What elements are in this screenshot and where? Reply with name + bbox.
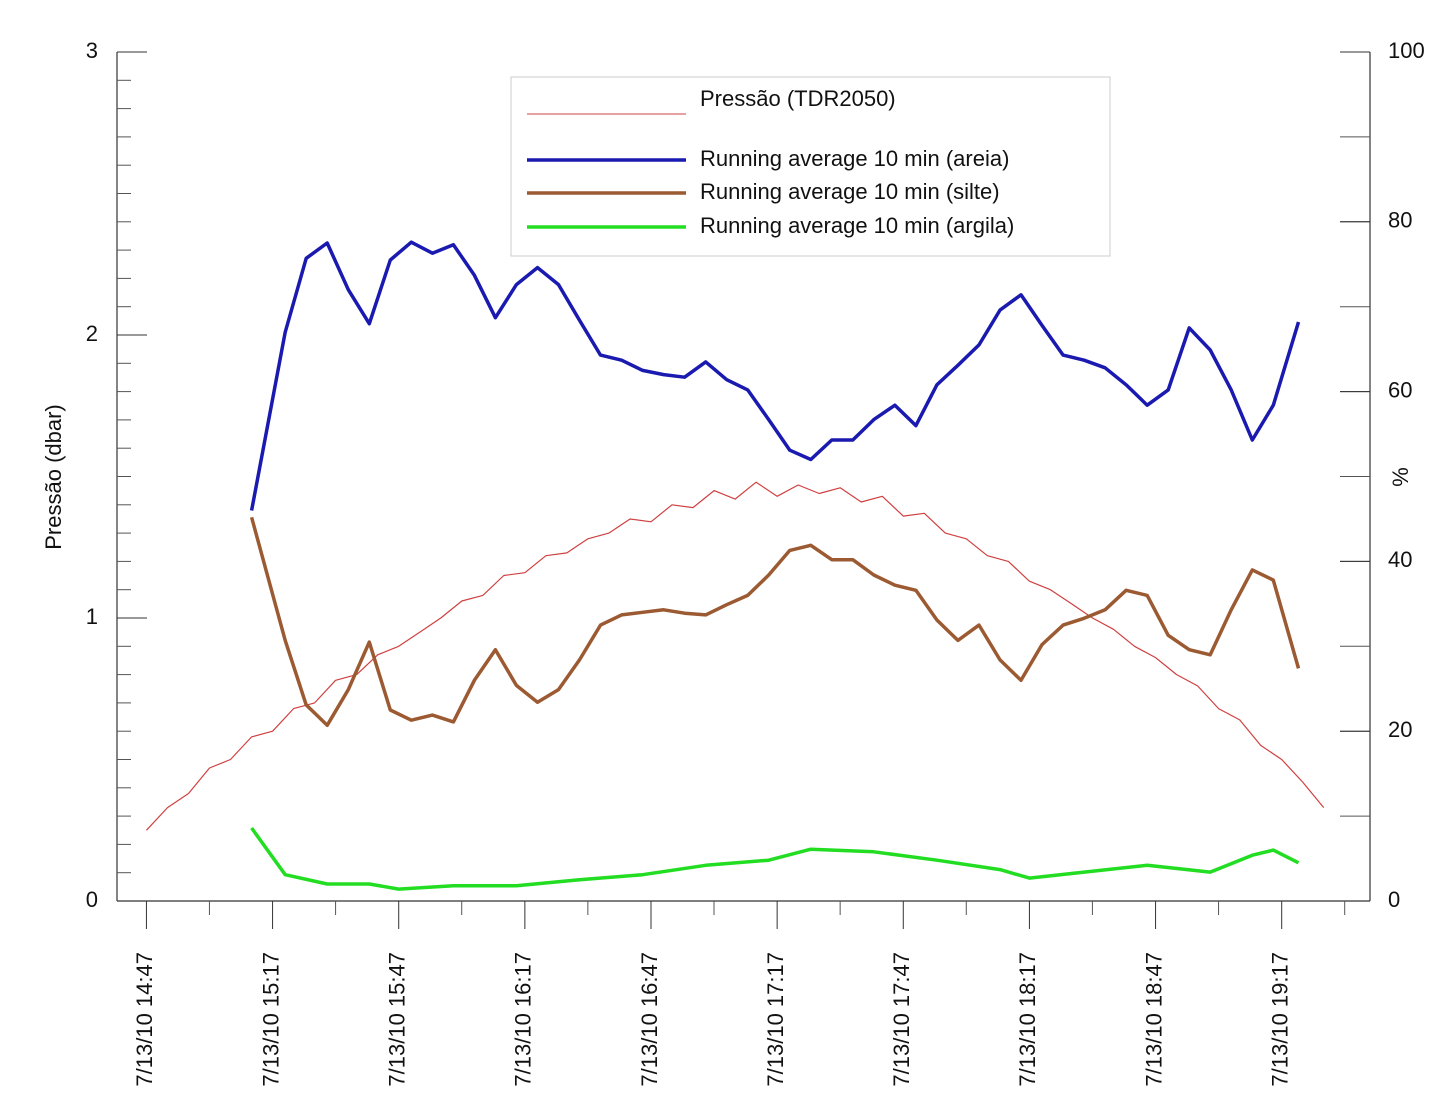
y-tick-label: 3 [86, 38, 98, 63]
x-tick-label: 7/13/10 16:17 [511, 952, 536, 1087]
x-tick-label: 7/13/10 18:17 [1015, 952, 1040, 1087]
y2-tick-label: 40 [1388, 547, 1412, 572]
data-line [250, 826, 1300, 891]
data-line [249, 516, 1301, 728]
x-tick-label: 7/13/10 14:47 [132, 952, 157, 1087]
x-tick-label: 7/13/10 17:17 [763, 952, 788, 1087]
y2-tick-label: 20 [1388, 717, 1412, 742]
data-line [145, 481, 1325, 831]
x-tick-label: 7/13/10 18:47 [1141, 952, 1166, 1087]
y2-tick-label: 60 [1388, 377, 1412, 402]
x-tick-label: 7/13/10 15:17 [258, 952, 283, 1087]
legend-label: Pressão (TDR2050) [700, 86, 896, 111]
legend-label: Running average 10 min (silte) [700, 179, 1000, 204]
legend-label: Running average 10 min (areia) [700, 146, 1009, 171]
y-tick-label: 2 [86, 321, 98, 346]
y-tick-label: 0 [86, 887, 98, 912]
data-line [249, 240, 1301, 511]
y2-tick-label: 80 [1388, 208, 1412, 233]
y2-tick-label: 100 [1388, 38, 1425, 63]
x-tick-label: 7/13/10 17:47 [889, 952, 914, 1087]
y2-axis-title: % [1388, 467, 1413, 487]
y-tick-label: 1 [86, 604, 98, 629]
legend-label: Running average 10 min (argila) [700, 213, 1014, 238]
x-tick-label: 7/13/10 19:17 [1268, 952, 1293, 1087]
x-tick-label: 7/13/10 16:47 [637, 952, 662, 1087]
y-axis-title: Pressão (dbar) [41, 404, 66, 550]
x-tick-label: 7/13/10 15:47 [385, 952, 410, 1087]
y2-tick-label: 0 [1388, 887, 1400, 912]
